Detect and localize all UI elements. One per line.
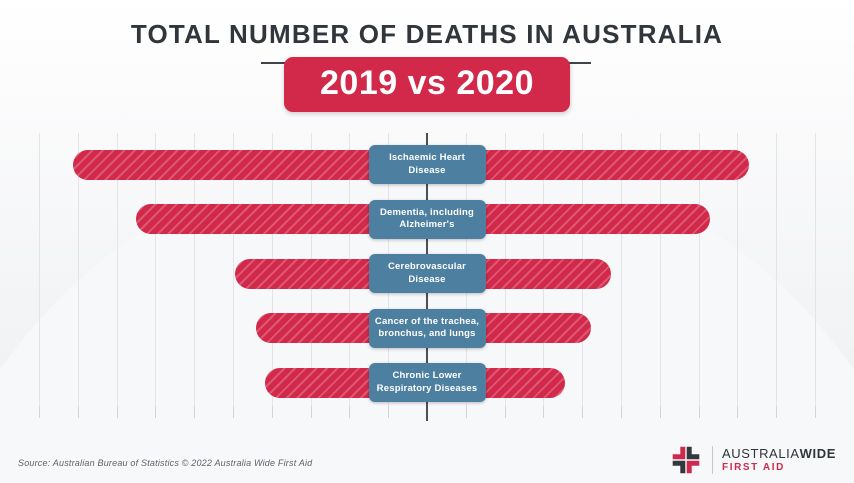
category-label: Chronic Lower Respiratory Diseases [376, 370, 478, 394]
page-title: TOTAL NUMBER OF DEATHS IN AUSTRALIA [130, 19, 724, 49]
gridline [116, 133, 118, 406]
category-label: Cerebrovascular Disease [388, 261, 466, 285]
gridline [776, 133, 778, 406]
tick-mark [621, 406, 622, 418]
gridline [815, 133, 816, 406]
tick-mark [582, 406, 584, 418]
tick-mark [271, 406, 273, 418]
gridline [621, 133, 622, 406]
logo-subtitle: FIRST AID [722, 462, 785, 473]
tick-mark [39, 406, 40, 418]
brand-logo: AUSTRALIAWIDE FIRST AID [667, 441, 836, 479]
category-label: Ischaemic Heart Disease [389, 152, 465, 176]
gridline [194, 133, 196, 406]
tick-mark [659, 406, 661, 418]
gridline [737, 133, 739, 406]
tick-mark [194, 406, 196, 418]
category-box: Dementia, including Alzheimer's [368, 199, 486, 239]
category-label: Cancer of the trachea, bronchus, and lung… [374, 315, 480, 339]
tick-mark [388, 406, 390, 418]
logo-brand-bold: WIDE [799, 446, 836, 461]
tick-mark [155, 406, 157, 418]
first-aid-cross-icon [672, 446, 700, 474]
category-box: Cerebrovascular Disease [368, 254, 486, 293]
tick-mark [698, 406, 700, 418]
source-note: Source: Australian Bureau of Statistics … [18, 458, 313, 468]
category-box: Chronic Lower Respiratory Diseases [368, 363, 486, 402]
tick-mark [737, 406, 739, 418]
gridline [233, 133, 234, 406]
logo-divider [712, 446, 713, 474]
category-box: Ischaemic Heart Disease [368, 145, 486, 184]
gridline [659, 133, 661, 406]
tick-mark [349, 406, 351, 418]
tick-mark [543, 406, 545, 418]
tick-mark [116, 406, 118, 418]
tick-mark [504, 406, 506, 418]
tick-mark [310, 406, 312, 418]
category-box: Cancer of the trachea, bronchus, and lung… [368, 308, 486, 348]
gridline [77, 133, 79, 406]
tick-mark [233, 406, 234, 418]
gridline [698, 133, 700, 406]
logo-brand-regular: AUSTRALIA [722, 446, 800, 461]
logo-text: AUSTRALIAWIDE FIRST AID [722, 446, 836, 474]
tick-mark [776, 406, 778, 418]
year-comparison-banner: 2019 vs 2020 [284, 57, 570, 112]
bar-2019 [73, 149, 427, 180]
tick-mark [465, 406, 467, 418]
category-label: Dementia, including Alzheimer's [379, 206, 475, 230]
tick-mark [815, 406, 816, 418]
gridline [155, 133, 157, 406]
tick-mark [77, 406, 79, 418]
gridline [39, 133, 40, 406]
logo-brand-name: AUSTRALIAWIDE [722, 446, 836, 461]
